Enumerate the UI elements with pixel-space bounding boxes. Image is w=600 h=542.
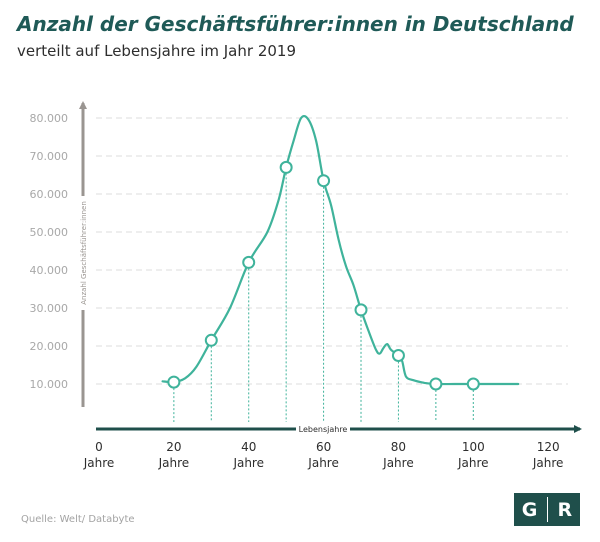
y-tick-label: 70.000 [30,150,69,163]
data-point [317,174,331,188]
chart-subtitle: verteilt auf Lebensjahre im Jahr 2019 [17,42,296,60]
x-tick-unit: Jahre [382,456,414,470]
x-tick-value: 80 [391,440,406,454]
x-tick-unit: Jahre [457,456,489,470]
y-axis-label-gap [77,196,89,310]
x-axis-label: Lebensjahre [299,425,348,434]
y-tick-label: 50.000 [30,226,69,239]
x-tick-value: 60 [316,440,331,454]
x-tick-unit: Jahre [307,456,339,470]
data-point [354,303,368,317]
x-tick-value: 20 [166,440,181,454]
chart-title: Anzahl der Geschäftsführer:innen in Deut… [17,12,574,36]
y-tick-label: 10.000 [30,378,69,391]
data-point [204,333,218,347]
y-tick-label: 60.000 [30,188,69,201]
data-point [466,377,480,391]
logo-letter-r: R [557,498,573,521]
source-note: Quelle: Welt/ Databyte [21,514,135,525]
x-tick-value: 40 [241,440,256,454]
x-tick-unit: Jahre [232,456,264,470]
y-tick-label: 20.000 [30,340,69,353]
x-axis-label-gap [296,423,350,435]
data-point [391,349,405,362]
data-point [429,377,443,391]
gr-logo: G R [514,493,580,526]
logo-letter-g: G [521,498,538,521]
x-tick-value: 100 [462,440,485,454]
x-tick-unit: Jahre [158,456,190,470]
data-point [279,160,293,174]
y-tick-label: 30.000 [30,302,69,315]
x-tick-unit: Jahre [83,456,115,470]
data-point [167,375,181,389]
data-point [242,255,256,269]
x-tick-unit: Jahre [532,456,564,470]
y-tick-label: 40.000 [30,264,69,277]
chart-plot: 10.000 20.000 30.000 40.000 50.000 60.000 70.0… [30,101,582,470]
x-tick-value: 120 [537,440,560,454]
y-axis-label: Anzahl Geschäftsführer:innen [80,201,88,305]
logo-divider [546,497,548,522]
y-tick-label: 80.000 [30,112,69,125]
x-tick-value: 0 [95,440,103,454]
